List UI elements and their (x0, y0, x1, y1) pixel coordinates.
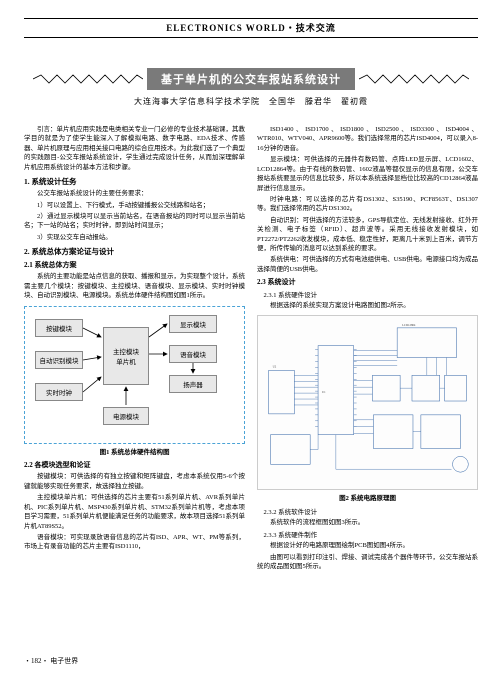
s233-p1: 根据设计好的电路原理图绘制PCB图如图4所示。 (257, 541, 478, 550)
s231-p: 根据选择的系统实现方案设计电路图如图2所示。 (257, 301, 478, 310)
schematic-svg: U1 U2 LCD12864 (258, 316, 477, 489)
header-rule-top (24, 18, 478, 19)
title-ornament: 基于单片机的公交车报站系统设计 (24, 68, 478, 90)
s233-p2: 由图可以看到打印注引、焊接、调试完成各个器件等环节，公交车报站系统的成品图如图5… (257, 553, 478, 572)
s1-item2: 2）通过显示模块可以显示当前站名，在语音报站的同时可以显示当前站名；下一站的站名… (24, 212, 245, 231)
section-233-heading: 2.3.3 系统硬件制作 (257, 529, 478, 539)
figure-1-caption: 图1 系统总体硬件结构图 (24, 446, 245, 456)
r-p4: 自动识别：可供选择的方法较多，GPS导航定位、无线发射接收、红外开关检测、电子标… (257, 216, 478, 254)
section-21-heading: 2.1 系统总体方案 (24, 260, 245, 270)
svg-text:U1: U1 (322, 390, 326, 394)
zigzag-right (359, 74, 469, 84)
figure-1-arrows (25, 307, 244, 443)
s1-item3: 3）实现公交车自动报站。 (24, 233, 245, 242)
left-column: 引言：单片机应用实践是电类相关专业一门必修的专业技术基础课，其教学目的就是为了使… (24, 125, 245, 573)
r-p1: ISD1400、ISD1700、ISD1800、ISD2500、ISD3300、… (257, 125, 478, 153)
figure-2-schematic: U1 U2 LCD12864 (257, 315, 478, 490)
svg-text:U2: U2 (273, 364, 277, 368)
svg-text:LCD12864: LCD12864 (402, 323, 416, 327)
page-footer: ・182・ 电子世界 (24, 656, 78, 666)
section-1-heading: 1. 系统设计任务 (24, 176, 245, 187)
two-column-body: 引言：单片机应用实践是电类相关专业一门必修的专业技术基础课，其教学目的就是为了使… (24, 125, 478, 573)
authors-line: 大连海事大学信息科学技术学院 全国华 滕君华 翟初霞 (24, 96, 478, 107)
r-p3: 时钟电路：可以选择的芯片有DS1302、S35190、PCF8563T、DS13… (257, 195, 478, 214)
r-p5: 系统供电：可供选择的方式有电池组供电、USB供电。电源接口均为成品选择简便的US… (257, 255, 478, 274)
s22-p1: 按键模块：可供选择的有独立按键和矩阵键盘，考虑本系统仅用5-6个按键就能够实现任… (24, 472, 245, 491)
section-22-heading: 2.2 各模块选型和论证 (24, 460, 245, 470)
s22-p3: 语音模块：可实现录放语音信息的芯片有ISD、APR、WT、PM等系列，市场上有录… (24, 533, 245, 552)
section-231-heading: 2.3.1 系统硬件设计 (257, 289, 478, 299)
s21-paragraph: 系统的主要功能是站点信息的获取、播报和显示，为实现整个设计，系统需主要几个模块：… (24, 272, 245, 300)
section-23-heading: 2.3 系统设计 (257, 277, 478, 287)
zigzag-left (33, 74, 143, 84)
section-232-heading: 2.3.2 系统软件设计 (257, 506, 478, 516)
figure-2-caption: 图2 系统电路原理图 (257, 492, 478, 502)
section-2-heading: 2. 系统总体方案论证与设计 (24, 246, 245, 257)
intro-paragraph: 引言：单片机应用实践是电类相关专业一门必修的专业技术基础课，其教学目的就是为了使… (24, 125, 245, 172)
right-column: ISD1400、ISD1700、ISD1800、ISD2500、ISD3300、… (257, 125, 478, 573)
s22-p2: 主控模块单片机：可供选择的芯片主要有51系列单片机、AVR系列单片机、PIC系列… (24, 493, 245, 531)
figure-1-diagram: 按键模块 自动识别模块 实时时钟 主控模块 单片机 显示模块 语音模块 扬声器 … (24, 306, 245, 444)
r-p2: 显示模块：可供选择的元器件有数码管、点阵LED显示屏、LCD1602、LCD12… (257, 155, 478, 193)
s1-intro: 公交车报站系统设计的主要任务要求： (24, 189, 245, 198)
paper-title: 基于单片机的公交车报站系统设计 (147, 68, 355, 90)
running-header: ELECTRONICS WORLD・技术交流 (24, 21, 478, 38)
s232-p: 系统软件的流程框图如图3所示。 (257, 518, 478, 527)
s1-item1: 1）可以设置上、下行模式，手动按键播报公交线路和站名； (24, 201, 245, 210)
